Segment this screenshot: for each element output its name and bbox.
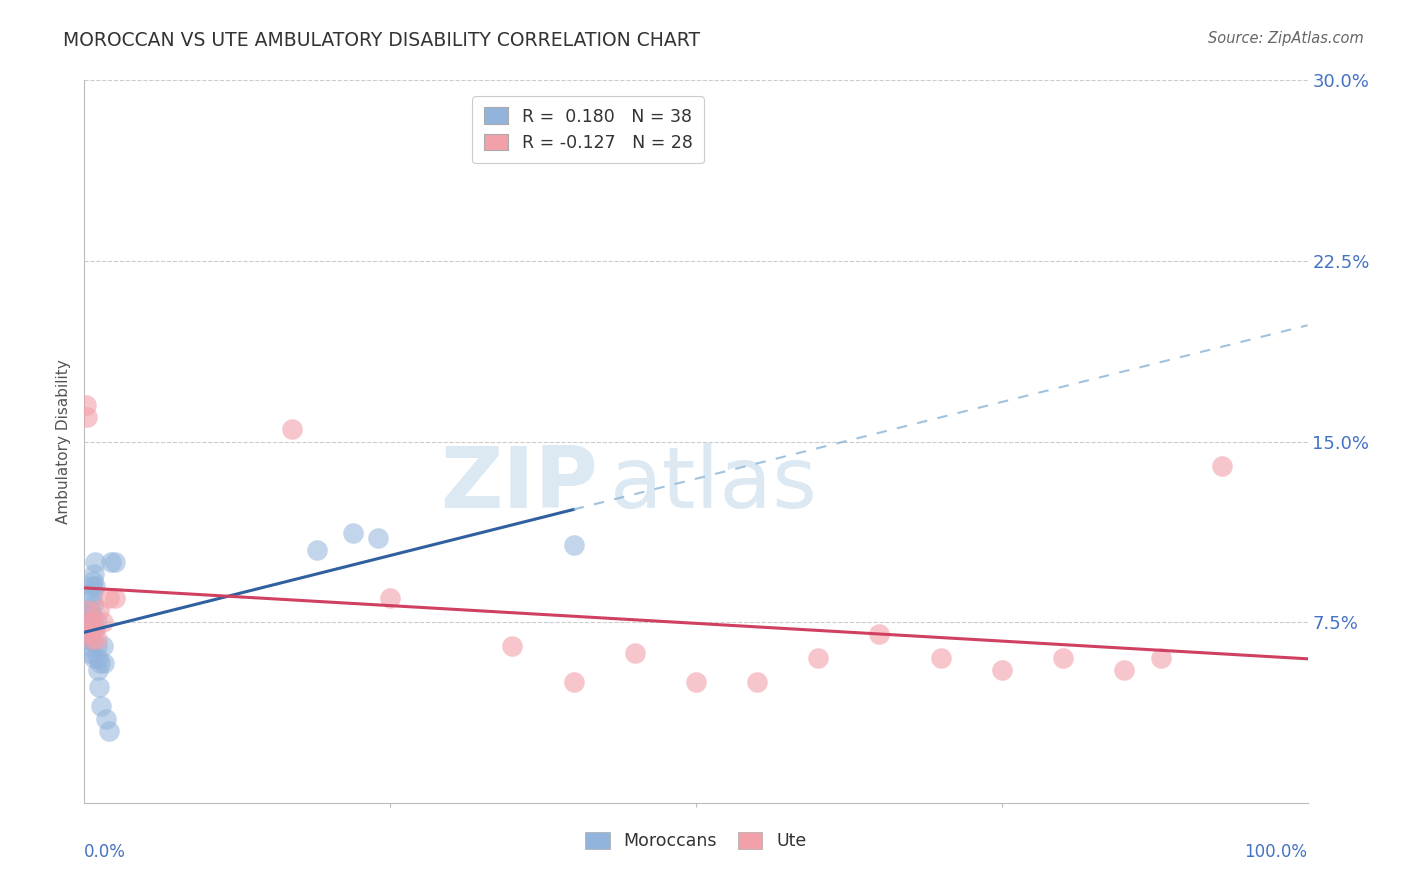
Point — [79, 623, 101, 637]
Point — [86, 615, 108, 630]
Point — [100, 555, 122, 569]
Point — [77, 632, 100, 646]
Point — [1150, 651, 1173, 665]
Point — [624, 647, 647, 661]
Point — [80, 607, 103, 622]
Point — [90, 699, 112, 714]
Point — [87, 680, 110, 694]
Point — [77, 603, 100, 617]
Point — [97, 723, 120, 738]
Point — [79, 627, 101, 641]
Point — [80, 579, 103, 593]
Point — [83, 651, 105, 665]
Point — [89, 656, 111, 670]
Point — [79, 603, 101, 617]
Point — [86, 632, 108, 646]
Point — [77, 627, 100, 641]
Point — [96, 712, 118, 726]
Text: atlas: atlas — [610, 443, 818, 526]
Point — [76, 410, 98, 425]
Point — [562, 538, 585, 552]
Point — [77, 607, 100, 622]
Point — [807, 651, 830, 665]
Point — [76, 623, 98, 637]
Point — [502, 639, 524, 653]
Point — [82, 583, 104, 598]
Point — [93, 656, 115, 670]
Point — [79, 647, 101, 661]
Point — [380, 591, 402, 605]
Point — [83, 623, 105, 637]
Point — [991, 664, 1014, 678]
Point — [1211, 458, 1233, 473]
Point — [97, 591, 120, 605]
Point — [75, 398, 97, 412]
Text: MOROCCAN VS UTE AMBULATORY DISABILITY CORRELATION CHART: MOROCCAN VS UTE AMBULATORY DISABILITY CO… — [63, 31, 700, 50]
Point — [929, 651, 952, 665]
Text: Source: ZipAtlas.com: Source: ZipAtlas.com — [1208, 31, 1364, 46]
Text: 100.0%: 100.0% — [1244, 843, 1308, 861]
Point — [82, 574, 104, 589]
Legend: Moroccans, Ute: Moroccans, Ute — [576, 823, 815, 859]
Text: 0.0%: 0.0% — [84, 843, 127, 861]
Point — [281, 422, 304, 436]
Point — [91, 615, 114, 630]
Point — [84, 623, 107, 637]
Point — [87, 664, 110, 678]
Point — [84, 579, 107, 593]
Point — [305, 542, 328, 557]
Point — [79, 632, 101, 646]
Point — [77, 639, 100, 653]
Point — [80, 632, 103, 646]
Point — [562, 675, 585, 690]
Point — [87, 651, 110, 665]
Point — [869, 627, 891, 641]
Point — [104, 555, 127, 569]
Text: ZIP: ZIP — [440, 443, 598, 526]
Point — [87, 603, 110, 617]
Point — [83, 567, 105, 582]
Point — [77, 615, 100, 630]
Point — [82, 599, 104, 613]
Point — [86, 639, 108, 653]
Point — [91, 639, 114, 653]
Point — [367, 531, 389, 545]
Point — [342, 526, 364, 541]
Point — [82, 615, 104, 630]
Point — [84, 555, 107, 569]
Point — [77, 615, 100, 630]
Point — [1114, 664, 1136, 678]
Point — [685, 675, 707, 690]
Point — [104, 591, 127, 605]
Point — [1052, 651, 1074, 665]
Y-axis label: Ambulatory Disability: Ambulatory Disability — [56, 359, 72, 524]
Point — [747, 675, 769, 690]
Point — [80, 591, 103, 605]
